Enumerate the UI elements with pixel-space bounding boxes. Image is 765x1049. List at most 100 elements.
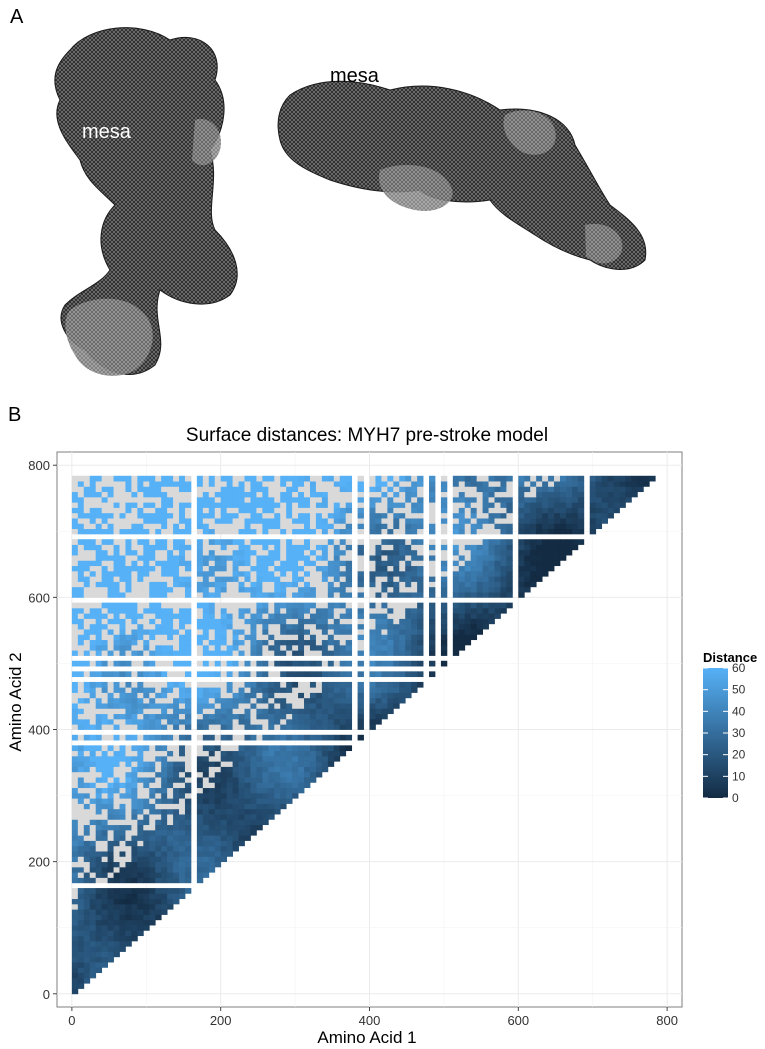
heatmap-cell — [601, 486, 608, 493]
heatmap-cell — [321, 766, 329, 773]
heatmap-cell — [440, 581, 448, 588]
heatmap-cell — [208, 518, 216, 524]
heatmap-cell — [155, 496, 162, 503]
heatmap-cell — [506, 512, 513, 519]
heatmap-cell — [530, 486, 537, 493]
heatmap-cell — [107, 946, 114, 952]
heatmap-cell — [256, 650, 263, 656]
heatmap-cell — [238, 486, 245, 493]
heatmap-cell — [464, 576, 472, 582]
heatmap-cell — [149, 486, 156, 493]
heatmap-cell — [440, 475, 448, 482]
heatmap-cell — [113, 629, 120, 635]
heatmap-cell — [256, 761, 263, 767]
heatmap-cell — [321, 507, 329, 514]
heatmap-cell — [95, 623, 103, 630]
heatmap-cell — [196, 766, 204, 773]
heatmap-cell — [315, 687, 323, 693]
heatmap-cell — [524, 570, 531, 577]
heatmap-cell — [143, 856, 150, 863]
heatmap-cell — [369, 475, 376, 482]
heatmap-cell — [554, 539, 561, 545]
heatmap-cell — [95, 829, 103, 836]
heatmap-cell — [339, 475, 347, 482]
heatmap-cell — [95, 681, 103, 688]
heatmap-cell — [101, 496, 108, 503]
heatmap-cell — [327, 718, 335, 725]
heatmap-cell — [101, 893, 108, 900]
heatmap-cell — [161, 819, 168, 826]
heatmap-cell — [565, 491, 573, 498]
heatmap-cell — [107, 925, 114, 931]
heatmap-cell — [250, 586, 257, 593]
heatmap-cell — [607, 475, 614, 482]
heatmap-cell — [268, 650, 275, 656]
heatmap-cell — [315, 623, 323, 630]
heatmap-cell — [149, 777, 156, 783]
heatmap-cell — [280, 576, 287, 582]
heatmap-cell — [339, 491, 347, 498]
heatmap-cell — [339, 718, 347, 725]
heatmap-cell — [315, 734, 323, 741]
heatmap-cell — [280, 607, 287, 614]
heatmap-cell — [286, 491, 293, 498]
heatmap-cell — [119, 718, 126, 725]
heatmap-cell — [143, 845, 150, 852]
heatmap-cell — [238, 613, 245, 619]
heatmap-cell — [524, 491, 531, 498]
heatmap-cell — [292, 713, 299, 720]
heatmap-cell — [333, 681, 341, 688]
heatmap-cell — [131, 581, 138, 588]
heatmap-cell — [405, 565, 412, 572]
heatmap-cell — [89, 613, 97, 619]
heatmap-cell — [518, 549, 525, 556]
heatmap-cell — [381, 639, 388, 646]
heatmap-cell — [71, 560, 79, 567]
heatmap-cell — [345, 650, 353, 656]
heatmap-cell — [333, 734, 341, 741]
heatmap-cell — [506, 486, 513, 493]
heatmap-cell — [357, 697, 364, 704]
heatmap-cell — [309, 607, 317, 614]
heatmap-cell — [387, 491, 394, 498]
heatmap-cell — [208, 777, 216, 783]
heatmap-cell — [625, 486, 632, 493]
heatmap-cell — [399, 687, 406, 693]
heatmap-cell — [214, 745, 222, 752]
heatmap-cell — [393, 660, 400, 667]
heatmap-cell — [208, 623, 216, 630]
heatmap-cell — [71, 951, 79, 958]
heatmap-cell — [208, 697, 216, 704]
heatmap-cell — [143, 481, 150, 487]
heatmap-cell — [95, 808, 103, 815]
heatmap-cell — [101, 512, 108, 519]
heatmap-cell — [143, 708, 150, 715]
heatmap-cell — [119, 528, 126, 535]
heatmap-cell — [268, 486, 275, 493]
heatmap-cell — [155, 703, 162, 709]
heatmap-cell — [125, 507, 132, 514]
heatmap-cell — [458, 623, 466, 630]
heatmap-cell — [226, 835, 233, 841]
heatmap-cell — [554, 549, 561, 556]
heatmap-cell — [262, 623, 269, 630]
heatmap-cell — [327, 629, 335, 635]
heatmap-cell — [304, 518, 311, 524]
heatmap-cell — [369, 618, 376, 625]
heatmap-cell — [113, 829, 120, 836]
heatmap-cell — [452, 481, 460, 487]
heatmap-cell — [179, 613, 186, 619]
heatmap-cell — [238, 555, 245, 561]
heatmap-cell — [196, 496, 204, 503]
heatmap-cell — [595, 502, 603, 508]
heatmap-cell — [280, 634, 287, 641]
heatmap-cell — [149, 560, 156, 567]
heatmap-cell — [381, 475, 388, 482]
heatmap-cell — [173, 792, 180, 799]
heatmap-cell — [113, 660, 120, 667]
heatmap-cell — [125, 713, 132, 720]
heatmap-cell — [345, 544, 353, 551]
heatmap-cell — [417, 570, 424, 577]
heatmap-cell — [601, 512, 608, 519]
heatmap-cell — [500, 555, 507, 561]
